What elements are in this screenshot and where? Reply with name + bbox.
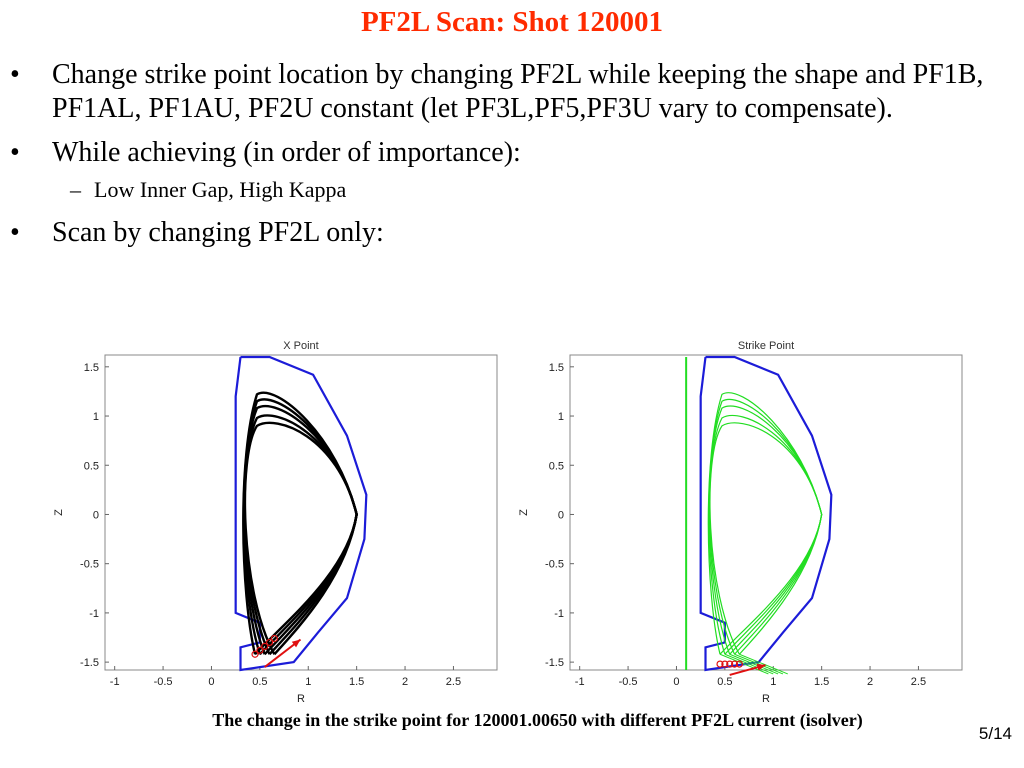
y-tick-label: 0 <box>93 509 99 521</box>
x-tick-label: 2.5 <box>911 676 926 688</box>
y-axis-label: Z <box>53 509 65 516</box>
bullet-marker: • <box>10 137 20 168</box>
y-tick-label: 1 <box>93 411 99 423</box>
divertor-leg <box>734 653 784 675</box>
x-tick-label: 0.5 <box>252 676 267 688</box>
x-tick-label: 1.5 <box>349 676 364 688</box>
bullet-list: • Change strike point location by changi… <box>10 58 1010 260</box>
sub-bullet-item: – Low Inner Gap, High Kappa <box>10 176 1010 204</box>
bullet-marker: • <box>10 217 20 248</box>
x-tick-label: 2 <box>867 676 873 688</box>
sub-bullet-marker: – <box>70 177 81 202</box>
y-tick-label: 0.5 <box>84 460 99 472</box>
y-tick-label: -1 <box>554 608 564 620</box>
strike-point-marker <box>716 660 724 668</box>
x-tick-label: 2.5 <box>446 676 461 688</box>
plot-title: Strike Point <box>738 340 794 352</box>
strike-point-marker <box>721 660 729 668</box>
bullet-text: Scan by changing PF2L only: <box>52 217 384 248</box>
divertor-leg <box>719 653 769 675</box>
plot-title: X Point <box>283 340 318 352</box>
y-tick-label: 1.5 <box>549 362 564 374</box>
sub-bullet-text: Low Inner Gap, High Kappa <box>94 177 347 202</box>
y-tick-label: 0.5 <box>549 460 564 472</box>
x-point-plot: -1 -0.5 0 0.5 1 1.5 2 2.5 1.5 1 0.5 0 -0.5 -1 -1.5 X Po… <box>50 330 510 705</box>
y-tick-label: -1 <box>89 608 99 620</box>
x-tick-label: 0.5 <box>717 676 732 688</box>
page-number: 5/14 <box>978 724 1012 743</box>
strike-point-marker <box>735 660 743 668</box>
flux-surface <box>243 421 358 656</box>
x-axis-label: R <box>762 693 770 705</box>
x-tick-label: -0.5 <box>619 676 638 688</box>
slide-title: PF2L Scan: Shot 120001 <box>360 6 664 38</box>
x-point-plot-svg: -1 -0.5 0 0.5 1 1.5 2 2.5 1.5 1 0.5 0 -0.5 -1 -1.5 X Po… <box>53 340 498 705</box>
strike-point-marker <box>261 642 269 650</box>
strike-point-marker <box>730 660 739 668</box>
flux-surface <box>707 392 823 655</box>
x-axis-label: R <box>297 693 305 705</box>
divertor-leg <box>729 653 779 675</box>
y-tick-label: 1 <box>558 411 564 423</box>
y-tick-label: -0.5 <box>545 559 564 571</box>
bullet-item: • Scan by changing PF2L only: <box>10 216 1010 250</box>
flux-surface <box>708 399 823 655</box>
x-tick-label: 0 <box>673 676 679 688</box>
y-tick-label: 1.5 <box>84 362 99 374</box>
bullet-item: • Change strike point location by changi… <box>10 58 1010 126</box>
x-tick-label: 1.5 <box>814 676 829 688</box>
bullet-text: Change strike point location by changing… <box>52 59 984 124</box>
strike-point-marker <box>726 660 734 668</box>
bullet-text: While achieving (in order of importance)… <box>52 137 521 168</box>
y-tick-label: -1.5 <box>545 657 564 669</box>
y-tick-label: -0.5 <box>80 559 99 571</box>
bullet-item: • While achieving (in order of importanc… <box>10 136 1010 170</box>
strike-point-plot-svg: -1 -0.5 0 0.5 1 1.5 2 2.5 1.5 1 0.5 0 -0.5 -1 -1.5 Stri… <box>518 340 963 705</box>
strike-point-marker <box>265 638 274 647</box>
plot-frame <box>569 354 963 671</box>
x-tick-label: 0 <box>208 676 214 688</box>
x-tick-label: -1 <box>110 676 120 688</box>
strike-point-marker <box>256 646 264 654</box>
figure-caption: The change in the strike point for 12000… <box>212 710 863 730</box>
x-tick-label: -0.5 <box>154 676 173 688</box>
divertor-leg <box>724 653 774 675</box>
y-tick-label: 0 <box>558 509 564 521</box>
y-axis-label: Z <box>518 509 530 516</box>
x-tick-label: 1 <box>770 676 776 688</box>
x-tick-label: -1 <box>575 676 585 688</box>
y-tick-label: -1.5 <box>80 657 99 669</box>
x-tick-label: 2 <box>402 676 408 688</box>
strike-point-marker <box>251 650 259 658</box>
arrow-head-icon <box>756 663 766 671</box>
strike-point-plot: -1 -0.5 0 0.5 1 1.5 2 2.5 1.5 1 0.5 0 -0.5 -1 -1.5 Stri… <box>515 330 975 705</box>
strike-point-marker <box>270 634 278 643</box>
arrow-head-icon <box>291 639 301 648</box>
flux-surface <box>709 414 823 655</box>
vessel-wall <box>699 355 833 672</box>
bullet-marker: • <box>10 59 20 90</box>
flux-surface <box>709 422 823 655</box>
x-tick-label: 1 <box>305 676 311 688</box>
divertor-leg <box>739 653 788 675</box>
flux-surface <box>708 405 823 655</box>
